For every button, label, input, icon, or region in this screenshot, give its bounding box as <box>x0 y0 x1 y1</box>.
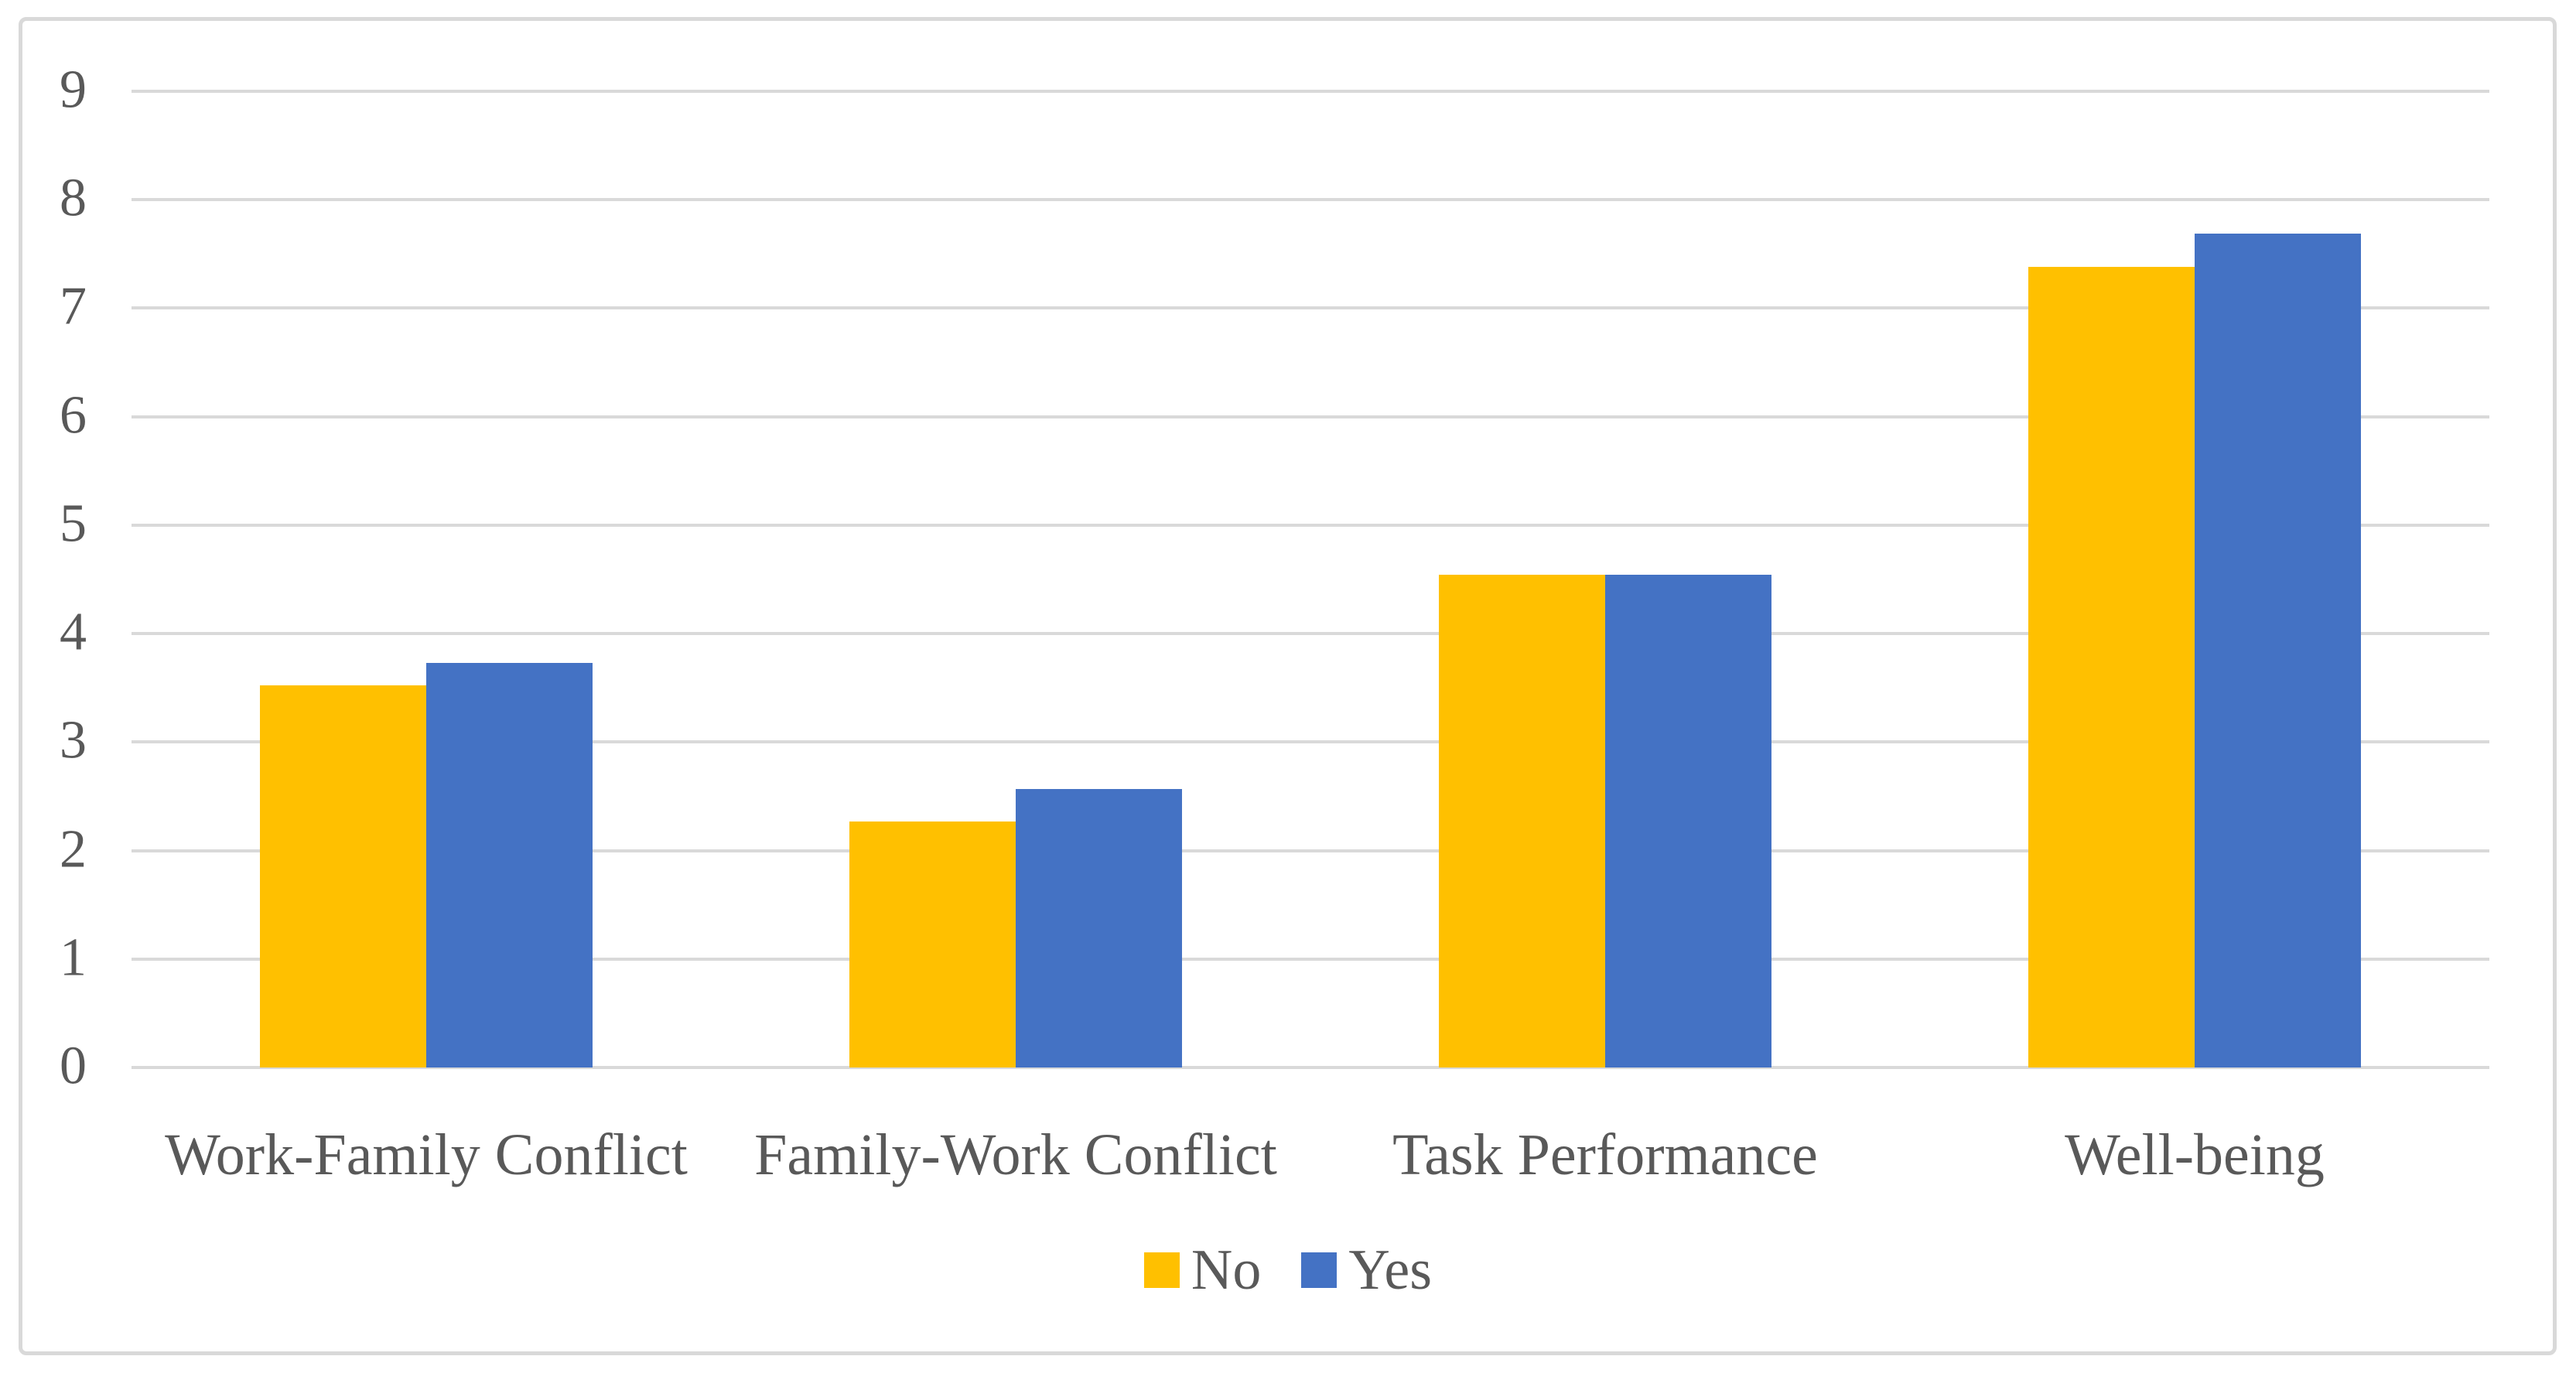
bar-no-well-being <box>2028 267 2195 1067</box>
y-axis-tick-label: 4 <box>60 602 87 662</box>
bar-no-work-family-conflict <box>260 685 426 1067</box>
legend-item-yes: Yes <box>1301 1242 1432 1299</box>
y-axis-tick-label: 7 <box>60 277 87 337</box>
x-axis-category-label: Well-being <box>2065 1122 2325 1187</box>
gridline <box>132 740 2489 744</box>
gridline <box>132 957 2489 961</box>
y-axis-tick-label: 2 <box>60 819 87 880</box>
legend-label-no: No <box>1191 1238 1262 1302</box>
gridline <box>132 1066 2489 1069</box>
gridline <box>132 632 2489 636</box>
legend-swatch-yes <box>1301 1252 1338 1288</box>
y-axis-tick-label: 6 <box>60 385 87 446</box>
legend-label-yes: Yes <box>1348 1238 1433 1302</box>
bar-yes-well-being <box>2195 233 2361 1067</box>
gridline <box>132 415 2489 418</box>
x-axis-category-label: Task Performance <box>1392 1122 1818 1187</box>
y-axis-tick-label: 5 <box>60 494 87 554</box>
legend-item-no: No <box>1143 1238 1262 1302</box>
bar-yes-family-work-conflict <box>1016 788 1182 1067</box>
y-axis-tick-label: 3 <box>60 710 87 770</box>
bar-yes-task-performance <box>1605 575 1771 1067</box>
y-axis-tick-label: 9 <box>60 60 87 120</box>
legend-swatch-no <box>1143 1252 1180 1288</box>
gridline <box>132 90 2489 93</box>
chart-legend: No Yes <box>0 1242 2576 1299</box>
bar-no-task-performance <box>1439 575 1605 1067</box>
gridline <box>132 198 2489 202</box>
gridline <box>132 523 2489 527</box>
x-axis-category-label: Family-Work Conflict <box>754 1122 1277 1187</box>
gridline <box>132 306 2489 310</box>
y-axis-tick-label: 8 <box>60 168 87 228</box>
gridline <box>132 849 2489 852</box>
bar-no-family-work-conflict <box>849 821 1016 1067</box>
y-axis-tick-label: 0 <box>60 1036 87 1096</box>
y-axis-tick-label: 1 <box>60 927 87 988</box>
x-axis-category-label: Work-Family Conflict <box>165 1122 688 1187</box>
bar-yes-work-family-conflict <box>426 662 593 1067</box>
